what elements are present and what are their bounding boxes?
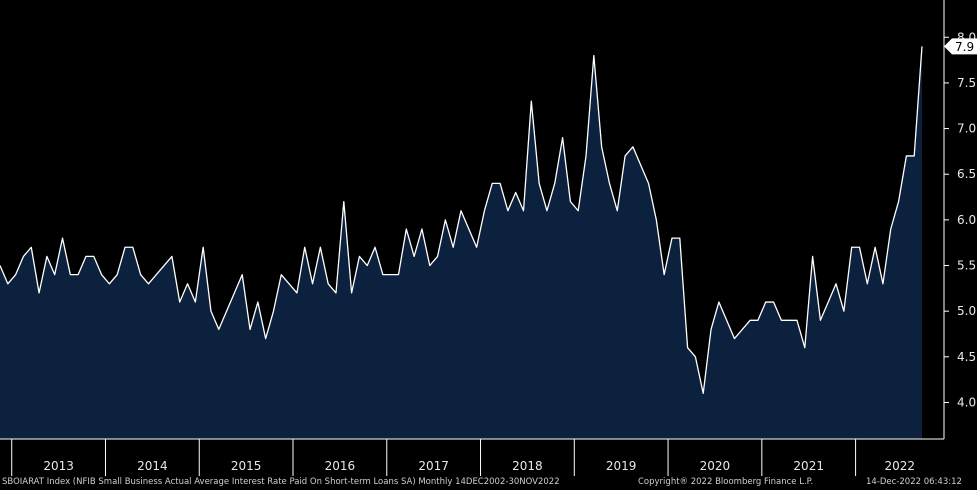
x-tick-label: 2020 (700, 459, 731, 473)
area-fill (0, 46, 922, 439)
last-value-label: 7.9 (955, 40, 974, 54)
last-value-marker: 7.9 (944, 38, 977, 55)
copyright-text: Copyright® 2022 Bloomberg Finance L.P. (638, 477, 814, 487)
y-tick-label: 7.5 (957, 76, 976, 90)
y-tick-label: 6.5 (957, 167, 976, 181)
x-axis-ticks: 2013 2014 2015 2016 2017 2018 2019 2020 2021 2022 (11, 439, 916, 476)
chart-footer: SBOIARAT Index (NFIB Small Business Actu… (0, 476, 977, 490)
x-tick-label: 2022 (885, 459, 916, 473)
x-tick-label: 2017 (418, 459, 449, 473)
x-tick-label: 2018 (512, 459, 543, 473)
y-tick-label: 5.0 (957, 304, 976, 318)
last-value-badge (944, 38, 977, 55)
timestamp-text: 14-Dec-2022 06:43:12 (866, 477, 962, 487)
y-tick-label: 6.0 (957, 213, 976, 227)
y-tick-label: 4.0 (957, 395, 976, 409)
y-axis-ticks: 4.04.55.05.56.06.57.07.58.0 (944, 30, 976, 409)
x-tick-label: 2016 (325, 459, 356, 473)
x-tick-label: 2013 (43, 459, 74, 473)
y-tick-label: 7.0 (957, 122, 976, 136)
area-series (0, 46, 923, 439)
y-tick-label: 4.5 (957, 350, 976, 364)
y-tick-label: 5.5 (957, 259, 976, 273)
x-tick-label: 2014 (137, 459, 168, 473)
x-tick-label: 2021 (793, 459, 824, 473)
x-tick-label: 2019 (606, 459, 637, 473)
series-line (0, 46, 923, 395)
ticker-description: SBOIARAT Index (NFIB Small Business Actu… (2, 477, 560, 487)
x-tick-label: 2015 (231, 459, 262, 473)
